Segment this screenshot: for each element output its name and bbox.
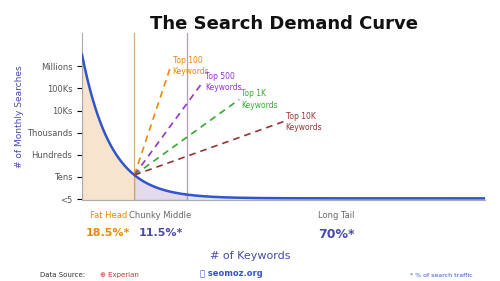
Text: * % of search traffic: * % of search traffic [410,273,472,278]
Text: Top 100
Keywords: Top 100 Keywords [172,56,210,76]
Y-axis label: # of Monthly Searches: # of Monthly Searches [15,65,24,168]
Text: Top 500
Keywords: Top 500 Keywords [205,72,242,92]
Text: 11.5%*: 11.5%* [138,228,183,238]
Text: Data Source:: Data Source: [40,272,85,278]
Text: Ⓢ seomoz.org: Ⓢ seomoz.org [200,269,263,278]
Text: # of Keywords: # of Keywords [210,251,290,261]
Text: Fat Head: Fat Head [90,211,127,220]
Text: 18.5%*: 18.5%* [86,228,130,238]
Text: Top 1K
Keywords: Top 1K Keywords [241,89,278,110]
Title: The Search Demand Curve: The Search Demand Curve [150,15,418,33]
Text: ⊕ Experian: ⊕ Experian [100,272,139,278]
Text: Top 10K
Keywords: Top 10K Keywords [286,112,322,132]
Text: 70%*: 70%* [318,228,354,241]
Text: Chunky Middle: Chunky Middle [130,211,192,220]
Text: Long Tail: Long Tail [318,211,354,220]
